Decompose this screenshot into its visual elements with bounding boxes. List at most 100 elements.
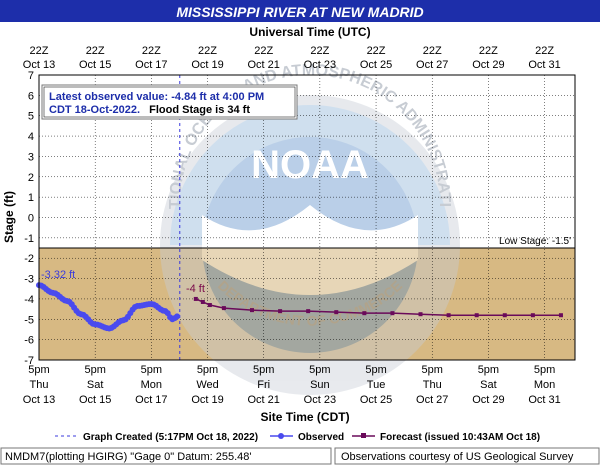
info-line-2: CDT 18-Oct-2022. Flood Stage is 34 ft	[49, 104, 250, 116]
footer-left-box	[0, 447, 332, 465]
series-observed	[36, 282, 181, 332]
forecast-point	[334, 310, 339, 315]
annotation-label: -4 ft	[186, 283, 205, 295]
bottom-tick-day: Thu	[30, 379, 49, 391]
forecast-point	[362, 311, 367, 316]
y-tick-label: 1	[28, 192, 34, 204]
info-line-1: Latest observed value: -4.84 ft at 4:00 …	[49, 91, 264, 103]
top-tick-date: Oct 19	[191, 59, 223, 71]
low-stage-region	[39, 248, 575, 360]
top-tick-utc: 22Z	[479, 45, 498, 57]
legend-forecast-label: Forecast (issued 10:43AM Oct 18)	[380, 432, 540, 443]
footer-datum: NMDM7(plotting HGIRG) "Gage 0" Datum: 25…	[5, 451, 252, 463]
bottom-tick-date: Oct 27	[416, 394, 448, 406]
top-tick-utc: 22Z	[423, 45, 442, 57]
bottom-tick-time: 5pm	[365, 364, 386, 376]
forecast-point	[390, 311, 395, 316]
y-tick-label: -5	[24, 314, 34, 326]
y-tick-label: 5	[28, 111, 34, 123]
top-tick-utc: 22Z	[198, 45, 217, 57]
bottom-tick-day: Mon	[534, 379, 555, 391]
top-tick-date: Oct 23	[304, 59, 336, 71]
chart-title: MISSISSIPPI RIVER AT NEW MADRID	[176, 4, 423, 20]
low-stage-label: Low Stage: -1.5'	[499, 236, 571, 247]
top-tick-utc: 22Z	[535, 45, 554, 57]
top-tick-date: Oct 21	[247, 59, 279, 71]
top-tick-date: Oct 13	[23, 59, 55, 71]
observed-point	[174, 313, 181, 320]
bottom-tick-date: Oct 19	[191, 394, 223, 406]
info-date: CDT 18-Oct-2022.	[49, 104, 140, 116]
bottom-tick-time: 5pm	[478, 364, 499, 376]
forecast-line	[195, 298, 561, 316]
forecast-point	[200, 299, 205, 304]
forecast-point	[418, 312, 423, 317]
top-tick-utc: 22Z	[86, 45, 105, 57]
y-tick-label: 4	[28, 131, 34, 143]
forecast-point	[306, 309, 311, 314]
plot-frame	[38, 74, 576, 361]
top-tick-date: Oct 31	[528, 59, 560, 71]
bottom-tick-day: Tue	[367, 379, 386, 391]
y-tick-label: 7	[28, 70, 34, 82]
top-axis-title: Universal Time (UTC)	[249, 25, 370, 39]
legend-forecast-marker	[361, 433, 366, 438]
forecast-point	[221, 306, 226, 311]
forecast-point	[249, 308, 254, 313]
legend-created-label: Graph Created (5:17PM Oct 18, 2022)	[83, 432, 258, 443]
y-tick-labels: 7 6 5 4 3 2 1 0 -1 -2 -3 -4 -5 -6 -7	[24, 70, 34, 367]
top-tick-date: Oct 15	[79, 59, 111, 71]
legend: Graph Created (5:17PM Oct 18, 2022) Obse…	[55, 432, 540, 443]
bottom-tick-time: 5pm	[197, 364, 218, 376]
bottom-tick-date: Oct 15	[79, 394, 111, 406]
bottom-tick-time: 5pm	[309, 364, 330, 376]
forecast-point	[446, 313, 451, 318]
top-tick-date: Oct 17	[135, 59, 167, 71]
top-tick-utc: 22Z	[142, 45, 161, 57]
info-box: Latest observed value: -4.84 ft at 4:00 …	[41, 84, 298, 120]
top-tick-date: Oct 25	[360, 59, 392, 71]
y-tick-label: 2	[28, 172, 34, 184]
y-tick-label: -2	[24, 253, 34, 265]
noaa-logo-text: NOAA	[251, 143, 369, 187]
bottom-tick-time: 5pm	[253, 364, 274, 376]
x-axis-title: Site Time (CDT)	[260, 410, 349, 424]
annotations: -3.32 ft -4 ft	[41, 269, 205, 295]
bottom-tick-time: 5pm	[84, 364, 105, 376]
bottom-tick-time: 5pm	[534, 364, 555, 376]
bottom-tick-day: Sat	[87, 379, 104, 391]
footer-right-box	[334, 447, 600, 465]
bottom-tick-date: Oct 25	[360, 394, 392, 406]
y-tick-label: -7	[24, 355, 34, 367]
title-bar	[0, 0, 600, 22]
legend-observed-marker	[278, 433, 284, 439]
bottom-tick-day: Sat	[480, 379, 497, 391]
forecast-point	[474, 313, 479, 318]
bottom-tick-day: Sun	[310, 379, 330, 391]
y-tick-label: -1	[24, 233, 34, 245]
forecast-point	[502, 313, 507, 318]
forecast-point	[558, 313, 563, 318]
bottom-tick-time: 5pm	[28, 364, 49, 376]
bottom-tick-day: Fri	[257, 379, 270, 391]
bottom-tick-time: 5pm	[141, 364, 162, 376]
series-forecast	[193, 296, 563, 318]
top-tick-labels: 22Z Oct 13 22Z Oct 15 22Z Oct 17 22Z Oct 19 22Z O…	[23, 45, 561, 71]
top-tick-date: Oct 29	[472, 59, 504, 71]
y-tick-label: -6	[24, 335, 34, 347]
y-tick-label: 0	[28, 213, 34, 225]
bottom-tick-labels: 5pm Thu Oct 13 5pm Sat Oct 15 5pm Mon Oct 17 5pm W…	[23, 364, 561, 406]
top-tick-utc: 22Z	[254, 45, 273, 57]
footer-credit: Observations courtesy of US Geological S…	[341, 451, 574, 463]
bottom-tick-day: Wed	[196, 379, 218, 391]
forecast-point	[530, 313, 535, 318]
bottom-tick-day: Thu	[423, 379, 442, 391]
y-tick-label: -4	[24, 294, 34, 306]
bottom-tick-date: Oct 29	[472, 394, 504, 406]
y-tick-label: -3	[24, 274, 34, 286]
bottom-tick-time: 5pm	[422, 364, 443, 376]
y-tick-label: 3	[28, 151, 34, 163]
top-tick-utc: 22Z	[310, 45, 329, 57]
forecast-point	[193, 296, 198, 301]
top-tick-date: Oct 27	[416, 59, 448, 71]
